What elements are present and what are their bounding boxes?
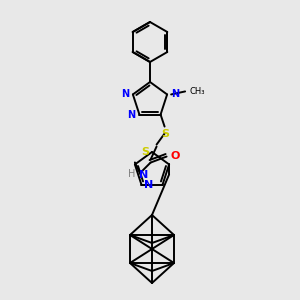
Text: N: N xyxy=(144,180,154,190)
Text: N: N xyxy=(171,89,179,99)
Text: N: N xyxy=(127,110,135,120)
Text: O: O xyxy=(171,151,180,160)
Text: N: N xyxy=(121,89,129,99)
Text: H: H xyxy=(128,169,136,178)
Text: N: N xyxy=(139,169,148,180)
Text: CH₃: CH₃ xyxy=(189,87,205,96)
Text: S: S xyxy=(141,147,149,157)
Text: S: S xyxy=(162,129,170,139)
